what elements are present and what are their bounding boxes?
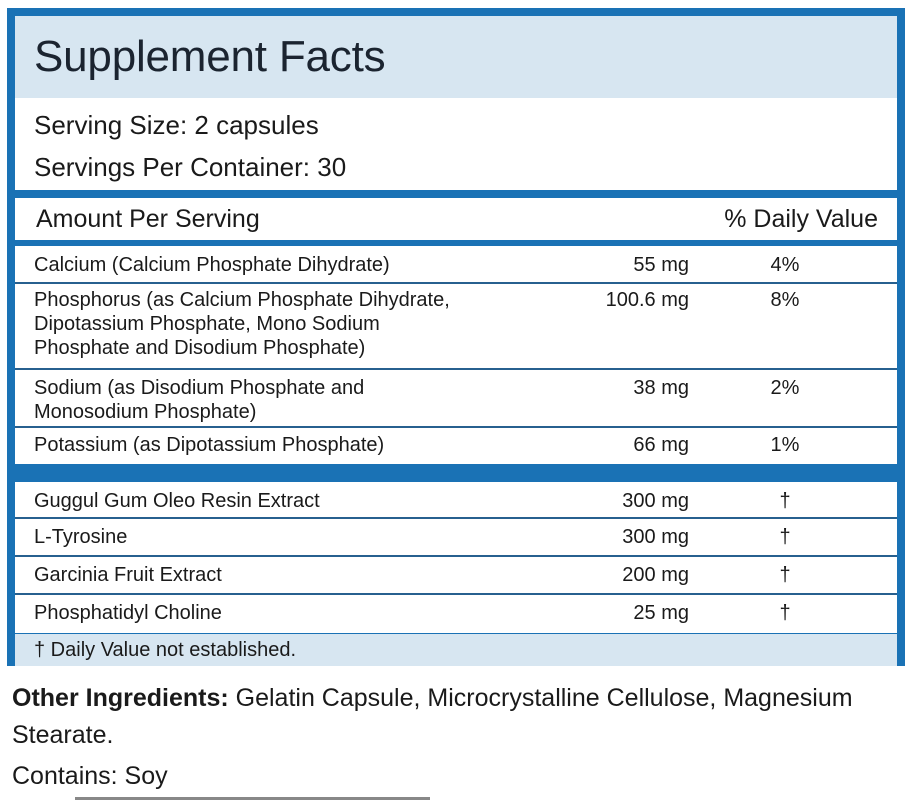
nutrient-name: Potassium (as Dipotassium Phosphate) bbox=[34, 434, 385, 456]
other-ingredients-text: Gelatin Capsule, Microcrystalline Cellul… bbox=[12, 684, 853, 749]
title-band: Supplement Facts bbox=[15, 16, 897, 98]
bottom-divider bbox=[75, 797, 430, 800]
nutrient-daily-value: 2% bbox=[770, 377, 800, 399]
table-row: Sodium (as Disodium Phosphate and Monoso… bbox=[15, 370, 897, 428]
nutrient-name: Phosphorus (as Calcium Phosphate Dihydra… bbox=[34, 288, 574, 360]
amount-per-serving-header: Amount Per Serving bbox=[36, 204, 260, 233]
nutrient-daily-value: 8% bbox=[770, 289, 800, 311]
panel-title: Supplement Facts bbox=[34, 32, 386, 81]
nutrient-amount: 38 mg bbox=[633, 377, 689, 399]
column-header: Amount Per Serving % Daily Value bbox=[15, 198, 897, 240]
serving-info: Serving Size: 2 capsules Servings Per Co… bbox=[15, 98, 897, 190]
other-ingredients: Other Ingredients: Gelatin Capsule, Micr… bbox=[12, 680, 912, 754]
minerals-section: Calcium (Calcium Phosphate Dihydrate) 55… bbox=[15, 246, 897, 464]
table-row: Phosphatidyl Choline 25 mg † bbox=[15, 595, 897, 633]
nutrient-name: Phosphatidyl Choline bbox=[34, 602, 222, 624]
nutrient-name: L-Tyrosine bbox=[34, 526, 128, 548]
nutrient-amount: 300 mg bbox=[622, 490, 689, 512]
dagger-mark: † bbox=[779, 602, 791, 624]
nutrient-daily-value: 4% bbox=[770, 254, 800, 276]
nutrient-name-line: Dipotassium Phosphate, Mono Sodium bbox=[34, 313, 380, 335]
nutrient-daily-value: 1% bbox=[770, 434, 800, 456]
nutrient-name: Guggul Gum Oleo Resin Extract bbox=[34, 490, 320, 512]
nutrient-amount: 200 mg bbox=[622, 564, 689, 586]
nutrient-name-line: Phosphate and Disodium Phosphate) bbox=[34, 337, 366, 359]
dagger-mark: † bbox=[779, 526, 791, 548]
nutrient-amount: 100.6 mg bbox=[605, 289, 689, 311]
nutrient-amount: 300 mg bbox=[622, 526, 689, 548]
servings-per-container: Servings Per Container: 30 bbox=[34, 152, 347, 182]
nutrient-name: Calcium (Calcium Phosphate Dihydrate) bbox=[34, 254, 390, 276]
daily-value-header: % Daily Value bbox=[724, 204, 878, 233]
table-row: Potassium (as Dipotassium Phosphate) 66 … bbox=[15, 428, 897, 464]
table-row: L-Tyrosine 300 mg † bbox=[15, 519, 897, 557]
other-ingredients-label: Other Ingredients: bbox=[12, 684, 229, 712]
nutrient-name: Sodium (as Disodium Phosphate and Monoso… bbox=[34, 376, 574, 424]
nutrient-name-line: Sodium (as Disodium Phosphate and bbox=[34, 377, 365, 399]
nutrient-amount: 25 mg bbox=[633, 602, 689, 624]
allergen-statement: Contains: Soy bbox=[12, 762, 168, 790]
nutrient-amount: 55 mg bbox=[633, 254, 689, 276]
nutrient-name: Garcinia Fruit Extract bbox=[34, 564, 222, 586]
other-nutrients-section: Guggul Gum Oleo Resin Extract 300 mg † L… bbox=[15, 482, 897, 633]
nutrient-name-line: Monosodium Phosphate) bbox=[34, 401, 257, 423]
table-row: Calcium (Calcium Phosphate Dihydrate) 55… bbox=[15, 246, 897, 284]
table-row: Guggul Gum Oleo Resin Extract 300 mg † bbox=[15, 482, 897, 519]
table-row: Garcinia Fruit Extract 200 mg † bbox=[15, 557, 897, 595]
daily-value-footnote: † Daily Value not established. bbox=[15, 634, 897, 666]
dagger-mark: † bbox=[779, 490, 791, 512]
supplement-facts-panel: Supplement Facts Serving Size: 2 capsule… bbox=[7, 8, 905, 666]
serving-size: Serving Size: 2 capsules bbox=[34, 110, 319, 140]
nutrient-name-line: Phosphorus (as Calcium Phosphate Dihydra… bbox=[34, 289, 450, 311]
nutrient-amount: 66 mg bbox=[633, 434, 689, 456]
dagger-mark: † bbox=[779, 564, 791, 586]
table-row: Phosphorus (as Calcium Phosphate Dihydra… bbox=[15, 284, 897, 370]
